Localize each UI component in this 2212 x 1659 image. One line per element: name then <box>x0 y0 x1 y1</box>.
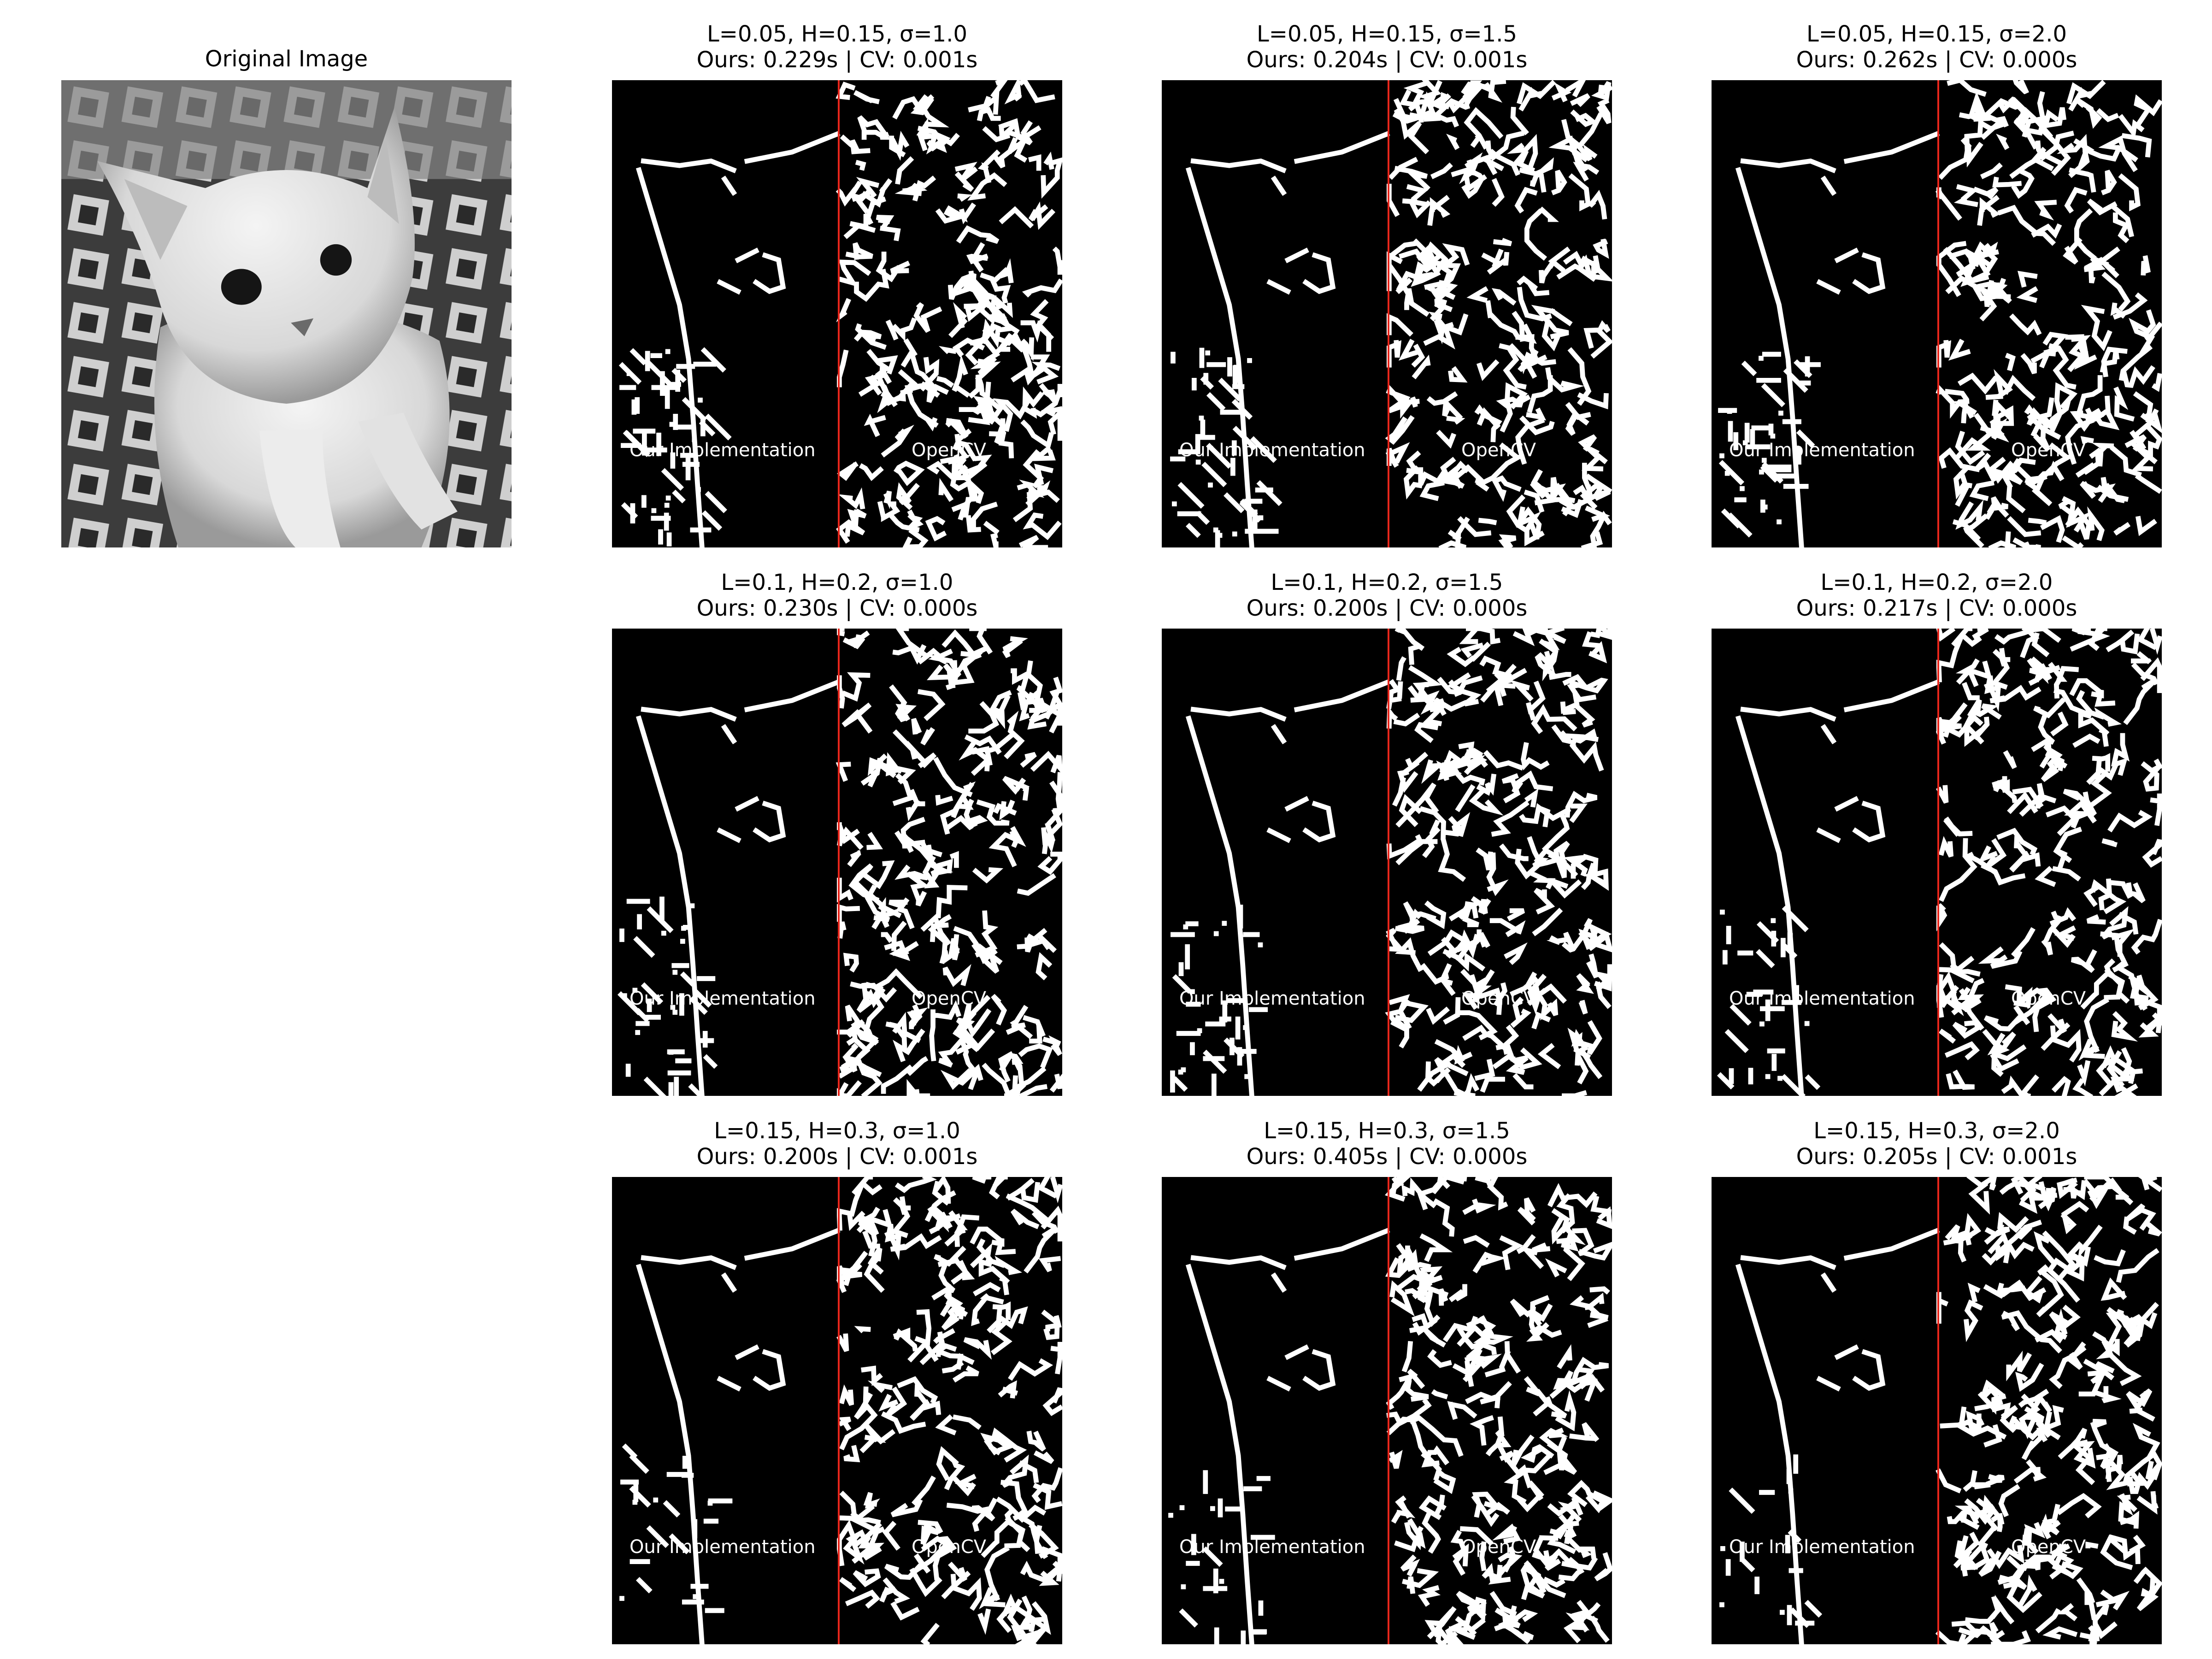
split-divider-line <box>838 1177 840 1644</box>
opencv-label: OpenCV <box>1461 1536 1536 1558</box>
edge-map-graphic <box>1717 629 2162 1096</box>
our-implementation-label: Our Implementation <box>1179 1536 1365 1558</box>
opencv-label: OpenCV <box>912 1536 987 1558</box>
panel-timing: Ours: 0.200s | CV: 0.001s <box>696 1144 978 1170</box>
edge-comparison-panel: Our Implementation OpenCV <box>1162 80 1612 547</box>
panel-title: L=0.15, H=0.3, σ=1.0 <box>714 1118 960 1144</box>
panel-title: L=0.15, H=0.3, σ=1.5 <box>1264 1118 1510 1144</box>
split-divider-line <box>1388 1177 1389 1644</box>
edge-comparison-panel: Our Implementation OpenCV <box>1162 629 1612 1096</box>
edge-map-graphic <box>619 1177 1062 1644</box>
panel-title: L=0.05, H=0.15, σ=1.5 <box>1256 21 1518 47</box>
panel-timing: Ours: 0.262s | CV: 0.000s <box>1796 47 2077 73</box>
original-image-title: Original Image <box>205 46 368 72</box>
our-implementation-label: Our Implementation <box>1729 988 1915 1009</box>
split-divider-line <box>1937 80 1939 547</box>
panel-title: L=0.1, H=0.2, σ=2.0 <box>1820 570 2053 595</box>
opencv-label: OpenCV <box>1461 440 1536 461</box>
opencv-label: OpenCV <box>912 440 987 461</box>
our-implementation-label: Our Implementation <box>1179 988 1365 1009</box>
panel-title: L=0.1, H=0.2, σ=1.5 <box>1271 570 1503 595</box>
edge-map-graphic <box>618 80 1062 547</box>
our-implementation-label: Our Implementation <box>1729 1536 1915 1558</box>
edge-comparison-panel: Our Implementation OpenCV <box>612 80 1062 547</box>
edge-map-graphic <box>1170 80 1612 547</box>
panel-title: L=0.05, H=0.15, σ=2.0 <box>1806 21 2067 47</box>
edge-comparison-panel: Our Implementation OpenCV <box>1162 1177 1612 1644</box>
panel-title: L=0.1, H=0.2, σ=1.0 <box>721 570 953 595</box>
panel-timing: Ours: 0.204s | CV: 0.001s <box>1246 47 1528 73</box>
split-divider-line <box>838 80 840 547</box>
opencv-label: OpenCV <box>2011 988 2086 1009</box>
panel-title: L=0.05, H=0.15, σ=1.0 <box>706 21 968 47</box>
edge-map-graphic <box>1718 80 2162 547</box>
split-divider-line <box>1388 629 1389 1096</box>
opencv-label: OpenCV <box>2011 1536 2086 1558</box>
panel-timing: Ours: 0.200s | CV: 0.000s <box>1246 595 1528 621</box>
opencv-label: OpenCV <box>2011 440 2086 461</box>
split-divider-line <box>1388 80 1389 547</box>
edge-map-graphic <box>617 629 1062 1096</box>
our-implementation-label: Our Implementation <box>629 440 816 461</box>
panel-timing: Ours: 0.230s | CV: 0.000s <box>696 595 978 621</box>
our-implementation-label: Our Implementation <box>1179 440 1365 461</box>
our-implementation-label: Our Implementation <box>1729 440 1915 461</box>
original-kitten-image <box>61 80 512 547</box>
split-divider-line <box>1937 629 1939 1096</box>
opencv-label: OpenCV <box>1461 988 1536 1009</box>
opencv-label: OpenCV <box>912 988 987 1009</box>
edge-map-graphic <box>1170 629 1612 1096</box>
panel-title: L=0.15, H=0.3, σ=2.0 <box>1813 1118 2060 1144</box>
panel-timing: Ours: 0.205s | CV: 0.001s <box>1796 1144 2077 1170</box>
panel-timing: Ours: 0.405s | CV: 0.000s <box>1246 1144 1528 1170</box>
our-implementation-label: Our Implementation <box>629 988 816 1009</box>
edge-comparison-panel: Our Implementation OpenCV <box>612 629 1062 1096</box>
split-divider-line <box>838 629 840 1096</box>
edge-comparison-panel: Our Implementation OpenCV <box>612 1177 1062 1644</box>
edge-comparison-panel: Our Implementation OpenCV <box>1712 1177 2162 1644</box>
split-divider-line <box>1937 1177 1939 1644</box>
edge-comparison-panel: Our Implementation OpenCV <box>1712 80 2162 547</box>
panel-timing: Ours: 0.217s | CV: 0.000s <box>1796 595 2077 621</box>
edge-map-graphic <box>1168 1177 1612 1644</box>
edge-comparison-panel: Our Implementation OpenCV <box>1712 629 2162 1096</box>
edge-map-graphic <box>1719 1177 2162 1644</box>
panel-timing: Ours: 0.229s | CV: 0.001s <box>696 47 978 73</box>
our-implementation-label: Our Implementation <box>629 1536 816 1558</box>
